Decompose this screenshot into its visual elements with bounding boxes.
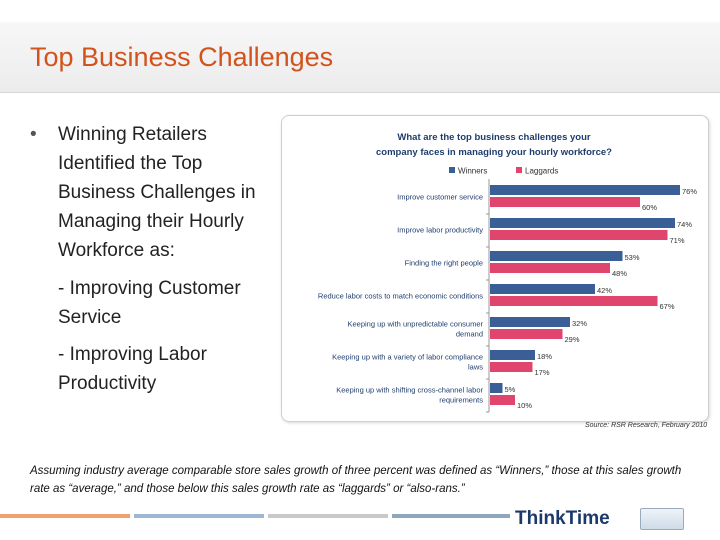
bar-winners xyxy=(490,317,570,327)
footer-stripe xyxy=(0,514,510,522)
sub-item-labor-productivity: - Improving Labor Productivity xyxy=(58,344,207,394)
data-label-laggards: 29% xyxy=(565,335,580,344)
data-label-winners: 74% xyxy=(677,220,692,229)
chart-title-line1: What are the top business challenges you… xyxy=(397,132,591,143)
bar-laggards xyxy=(490,362,533,372)
bar-winners xyxy=(490,185,680,195)
bar-chart: What are the top business challenges you… xyxy=(318,132,697,413)
bar-winners xyxy=(490,383,503,393)
title-bar xyxy=(0,22,720,93)
bullet-text: Winning Retailers Identified the Top Bus… xyxy=(58,124,256,261)
bullet-item: • Winning Retailers Identified the Top B… xyxy=(30,120,280,265)
category-label: Finding the right people xyxy=(405,259,483,268)
data-label-laggards: 10% xyxy=(517,401,532,410)
slide-title: Top Business Challenges xyxy=(30,42,334,72)
legend-label-laggards: Laggards xyxy=(525,167,558,176)
bar-winners xyxy=(490,284,595,294)
bar-laggards xyxy=(490,230,668,240)
bar-laggards xyxy=(490,263,610,273)
category-label: Reduce labor costs to match economic con… xyxy=(318,292,483,301)
data-label-winners: 32% xyxy=(572,319,587,328)
data-label-winners: 18% xyxy=(537,352,552,361)
data-label-winners: 53% xyxy=(625,253,640,262)
bar-laggards xyxy=(490,329,563,339)
chart-title-line2: company faces in managing your hourly wo… xyxy=(376,147,612,158)
logo-mark-icon xyxy=(640,508,684,530)
data-label-winners: 5% xyxy=(505,385,516,394)
data-label-laggards: 60% xyxy=(642,203,657,212)
bar-laggards xyxy=(490,197,640,207)
bar-laggards xyxy=(490,296,658,306)
data-label-winners: 42% xyxy=(597,286,612,295)
category-label: requirements xyxy=(439,396,483,405)
data-label-laggards: 71% xyxy=(670,236,685,245)
category-label: Improve labor productivity xyxy=(397,226,483,235)
legend-swatch-winners xyxy=(449,167,455,173)
bullet-dot-icon: • xyxy=(30,124,37,145)
bar-winners xyxy=(490,251,623,261)
chart-source: Source: RSR Research, February 2010 xyxy=(585,422,708,429)
data-label-laggards: 17% xyxy=(535,368,550,377)
legend-label-winners: Winners xyxy=(458,167,487,176)
category-label: demand xyxy=(456,330,483,339)
category-label: Keeping up with shifting cross-channel l… xyxy=(336,386,483,395)
category-label: Keeping up with a variety of labor compl… xyxy=(332,353,483,362)
bar-laggards xyxy=(490,395,515,405)
footnote: Assuming industry average comparable sto… xyxy=(30,465,682,495)
data-label-laggards: 67% xyxy=(660,302,675,311)
category-label: Improve customer service xyxy=(397,193,483,202)
bar-winners xyxy=(490,350,535,360)
data-label-winners: 76% xyxy=(682,187,697,196)
legend-swatch-laggards xyxy=(516,167,522,173)
data-label-laggards: 48% xyxy=(612,269,627,278)
thinktime-logo: ThinkTime xyxy=(515,508,610,529)
category-label: Keeping up with unpredictable consumer xyxy=(347,320,483,329)
category-label: laws xyxy=(468,363,483,372)
sub-item-customer-service: - Improving Customer Service xyxy=(58,278,241,328)
bar-winners xyxy=(490,218,675,228)
bullet-list: • Winning Retailers Identified the Top B… xyxy=(30,120,280,398)
